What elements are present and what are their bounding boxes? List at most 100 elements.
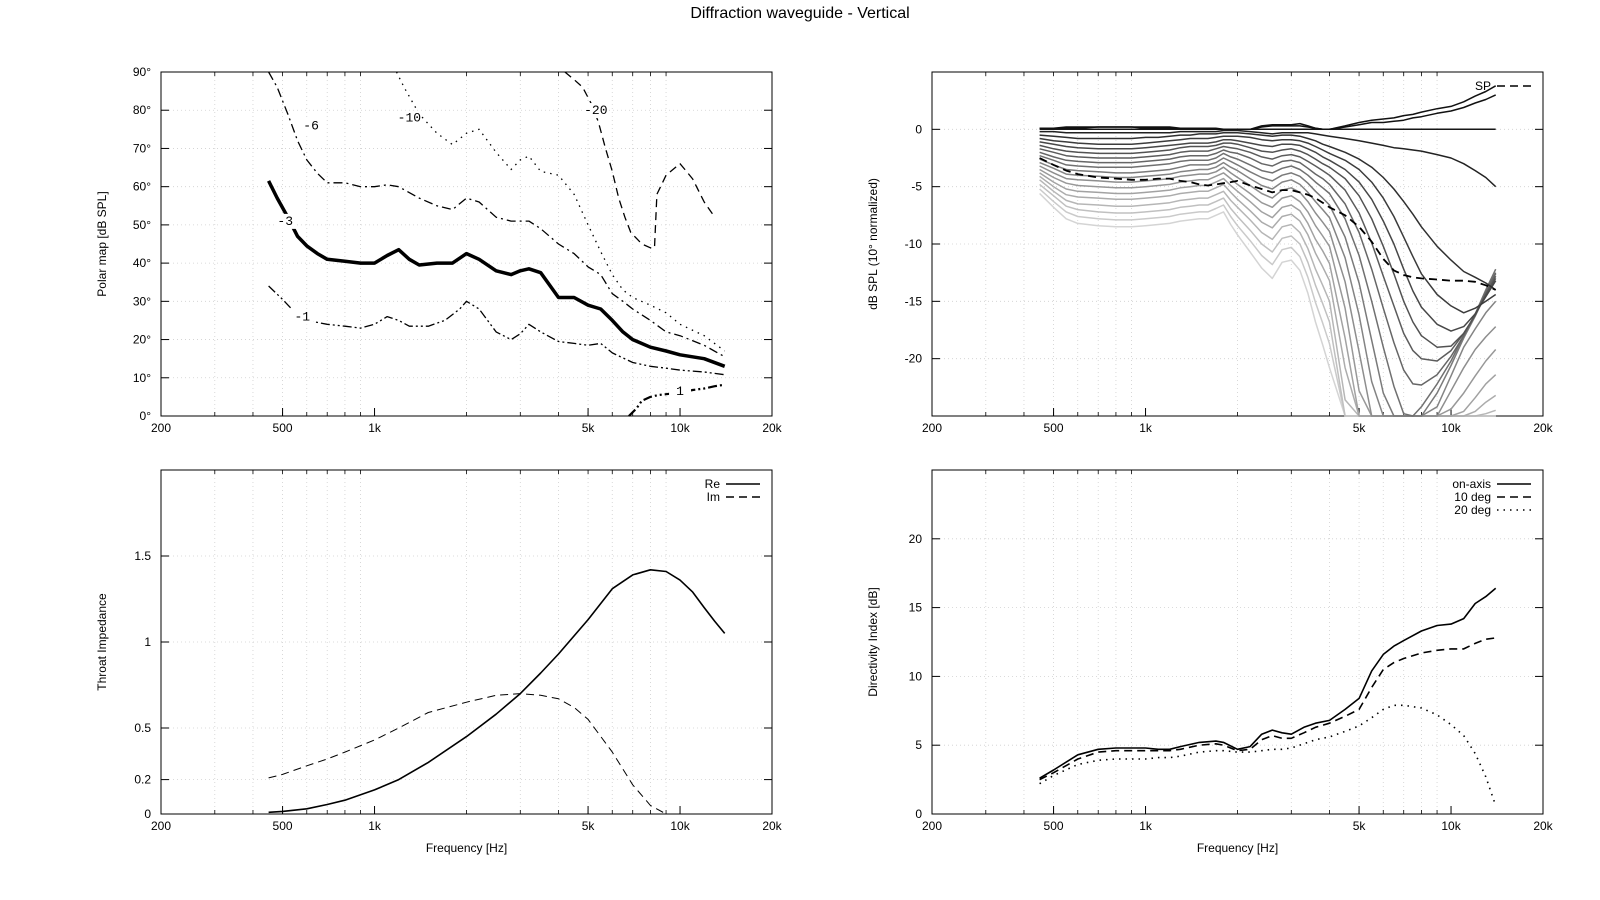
directivity-legend-label: 20 deg: [1454, 503, 1491, 517]
impedance-legend-label: Im: [707, 490, 720, 504]
impedance-x-tick-label: 1k: [368, 819, 382, 833]
polar-contour-label: -20: [584, 103, 607, 118]
normalized-x-tick-label: 5k: [1353, 421, 1367, 435]
impedance-x-axis-label: Frequency [Hz]: [426, 841, 507, 855]
normalized-x-tick-label: 10k: [1441, 421, 1461, 435]
normalized-y-tick-label: 0: [915, 122, 922, 136]
polar-map-chart: 200 500 1k 5k 10k 20k 0° 10° 20° 30° 40° 50° 60° 70° 8…: [95, 65, 783, 435]
directivity-series-10-deg: [1039, 637, 1496, 781]
polar-series--3: [267, 180, 726, 368]
polar-contour-label: -10: [398, 111, 421, 126]
impedance-y-tick-label: 0.5: [134, 721, 151, 735]
directivity-y-axis-label: Directivity Index [dB]: [866, 587, 880, 696]
polar-y-tick-label: 20°: [133, 333, 151, 347]
normalized-curve-4-series-angle: [1039, 132, 1497, 291]
impedance-series-re: [268, 569, 726, 814]
polar-series--6: [268, 71, 726, 358]
normalized-curve-7-series-angle: [1039, 142, 1497, 348]
polar-contour-label: -3: [277, 214, 293, 229]
normalized-curve-11-series-angle: [1039, 157, 1497, 417]
polar-contour-label-bg: [291, 309, 314, 325]
polar-x-tick-label: 1k: [368, 421, 382, 435]
impedance-y-axis-label: Throat Impedance: [95, 593, 109, 691]
directivity-y-tick-label: 20: [909, 532, 923, 546]
directivity-x-tick-label: 10k: [1441, 819, 1461, 833]
normalized-curve-8-series-angle: [1039, 145, 1497, 362]
directivity-x-tick-label: 20k: [1533, 819, 1553, 833]
polar-x-tick-label: 500: [273, 421, 293, 435]
normalized-curve-14-series-angle: [1039, 168, 1497, 417]
impedance-x-tick-label: 5k: [582, 819, 596, 833]
impedance-y-tick-label: 1: [144, 635, 151, 649]
polar-contour-label-bg: [669, 383, 692, 399]
normalized-curve-5-series-angle: [1039, 135, 1497, 314]
normalized-curve-3-series-angle: [1039, 129, 1497, 188]
polar-y-tick-label: 30°: [133, 294, 151, 308]
page-title: Diffraction waveguide - Vertical: [690, 5, 910, 22]
directivity-x-tick-label: 5k: [1353, 819, 1367, 833]
directivity-legend-label: 10 deg: [1454, 490, 1491, 504]
polar-y-tick-label: 10°: [133, 371, 151, 385]
normalized-y-tick-label: -20: [905, 352, 923, 366]
polar-series--1: [268, 285, 725, 376]
normalized-x-tick-label: 20k: [1533, 421, 1553, 435]
impedance-y-tick-label: 0: [144, 807, 151, 821]
normalized-spl-chart: 200 500 1k 5k 10k 20k 0 -5 -10 -15 -20 dB SPL (10° …: [866, 71, 1554, 435]
polar-x-tick-label: 5k: [582, 421, 596, 435]
polar-contour-label-bg: [274, 213, 297, 229]
polar-y-tick-label: 70°: [133, 141, 151, 155]
normalized-y-axis-label: dB SPL (10° normalized): [866, 178, 880, 310]
impedance-x-tick-label: 500: [273, 819, 293, 833]
directivity-x-tick-label: 1k: [1139, 819, 1153, 833]
impedance-x-tick-label: 20k: [762, 819, 782, 833]
normalized-curve-20-series-angle: [1039, 192, 1496, 417]
impedance-x-tick-label: 200: [151, 819, 171, 833]
polar-y-tick-label: 80°: [133, 103, 151, 117]
normalized-y-tick-label: -15: [905, 294, 923, 308]
impedance-series-im: [268, 693, 667, 815]
polar-y-tick-label: 0°: [140, 409, 152, 423]
polar-x-tick-label: 20k: [762, 421, 782, 435]
normalized-curve-6-series-angle: [1039, 138, 1497, 332]
polar-y-axis-label: Polar map [dB SPL]: [95, 191, 109, 296]
directivity-y-tick-label: 0: [915, 807, 922, 821]
polar-contour-label-bg: [300, 118, 323, 134]
normalized-curve-10-series-angle: [1039, 152, 1497, 417]
polar-y-tick-label: 90°: [133, 65, 151, 79]
normalized-series-sp: [1039, 157, 1497, 291]
polar-contour-label: -1: [294, 309, 310, 324]
normalized-curve-13-series-angle: [1039, 165, 1497, 417]
directivity-index-chart: 200 500 1k 5k 10k 20k 0 5 10 15 20 Directivity Inde…: [866, 469, 1554, 855]
directivity-y-tick-label: 5: [915, 738, 922, 752]
impedance-x-tick-label: 10k: [670, 819, 690, 833]
normalized-x-tick-label: 500: [1044, 421, 1064, 435]
polar-y-tick-label: 40°: [133, 256, 151, 270]
directivity-series-20-deg: [1039, 704, 1497, 806]
normalized-curve-0-series-angle: [1039, 85, 1497, 131]
normalized-y-tick-label: -10: [905, 237, 923, 251]
normalized-legend-label: SP: [1475, 79, 1491, 93]
directivity-x-tick-label: 500: [1044, 819, 1064, 833]
normalized-x-tick-label: 200: [922, 421, 942, 435]
polar-contour-label: 1: [676, 384, 684, 399]
normalized-curve-15-series-angle: [1039, 172, 1497, 417]
polar-series--10: [395, 71, 726, 352]
directivity-y-tick-label: 10: [909, 669, 923, 683]
impedance-y-tick-label: 0.2: [134, 773, 151, 787]
normalized-curve-9-series-angle: [1039, 149, 1497, 386]
polar-y-tick-label: 50°: [133, 218, 151, 232]
polar-y-tick-label: 60°: [133, 180, 151, 194]
normalized-curve-12-series-angle: [1039, 161, 1497, 417]
polar-series--20: [564, 71, 716, 249]
normalized-y-tick-label: -5: [911, 180, 922, 194]
normalized-curve-1-series-angle: [1039, 94, 1497, 131]
polar-x-tick-label: 10k: [670, 421, 690, 435]
polar-contour-label-bg: [398, 110, 421, 126]
polar-x-tick-label: 200: [151, 421, 171, 435]
throat-impedance-chart: 200 500 1k 5k 10k 20k 0 0.2 0.5 1 1.5 Throat Impeda…: [95, 469, 783, 855]
impedance-legend-label: Re: [705, 477, 721, 491]
directivity-series-on-axis: [1039, 587, 1497, 779]
impedance-y-tick-label: 1.5: [134, 549, 151, 563]
directivity-legend-label: on-axis: [1452, 477, 1491, 491]
